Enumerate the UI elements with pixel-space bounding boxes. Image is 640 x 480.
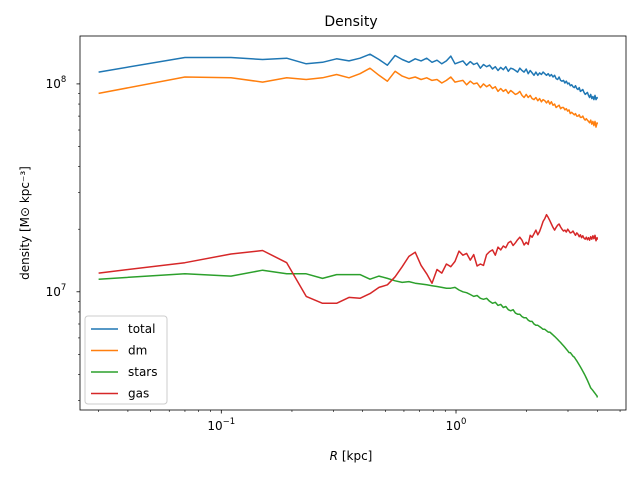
legend: total dm stars gas: [84, 315, 168, 405]
x-tick-label: 10−1: [207, 417, 235, 433]
y-tick-label-base: 10: [46, 285, 61, 299]
y-axis-label: density [M⊙ kpc⁻³]: [18, 166, 32, 280]
y-tick-label: 108: [46, 75, 67, 91]
series-line-dm: [98, 67, 599, 128]
legend-box: [84, 315, 168, 405]
x-axis-label-variable: R: [330, 449, 338, 463]
series-line-stars: [98, 269, 599, 398]
series-line-gas: [98, 213, 599, 305]
x-tick-label: 100: [446, 417, 467, 433]
legend-label-stars: stars: [128, 365, 158, 379]
svg-text:R [kpc]: R [kpc]: [330, 449, 373, 463]
legend-label-dm: dm: [128, 344, 147, 358]
series-layer: [98, 53, 599, 398]
x-tick-label-exponent: −1: [223, 417, 236, 427]
x-tick-label-exponent: 0: [461, 417, 466, 427]
y-tick-label-exponent: 8: [61, 75, 66, 85]
x-tick-label-base: 10: [446, 419, 461, 433]
x-tick-label-base: 10: [207, 419, 222, 433]
y-tick-label: 107: [46, 283, 67, 299]
plot-frame: [79, 35, 627, 411]
y-tick-label-exponent: 7: [61, 283, 66, 293]
minor-ticks: [78, 93, 621, 412]
legend-label-total: total: [128, 322, 155, 336]
x-axis-label: R [kpc]: [330, 449, 373, 463]
legend-label-gas: gas: [128, 387, 149, 401]
chart-title: Density: [324, 14, 377, 30]
y-tick-label-base: 10: [46, 77, 61, 91]
series-line-total: [98, 53, 599, 101]
x-axis-label-units: [kpc]: [338, 449, 372, 463]
